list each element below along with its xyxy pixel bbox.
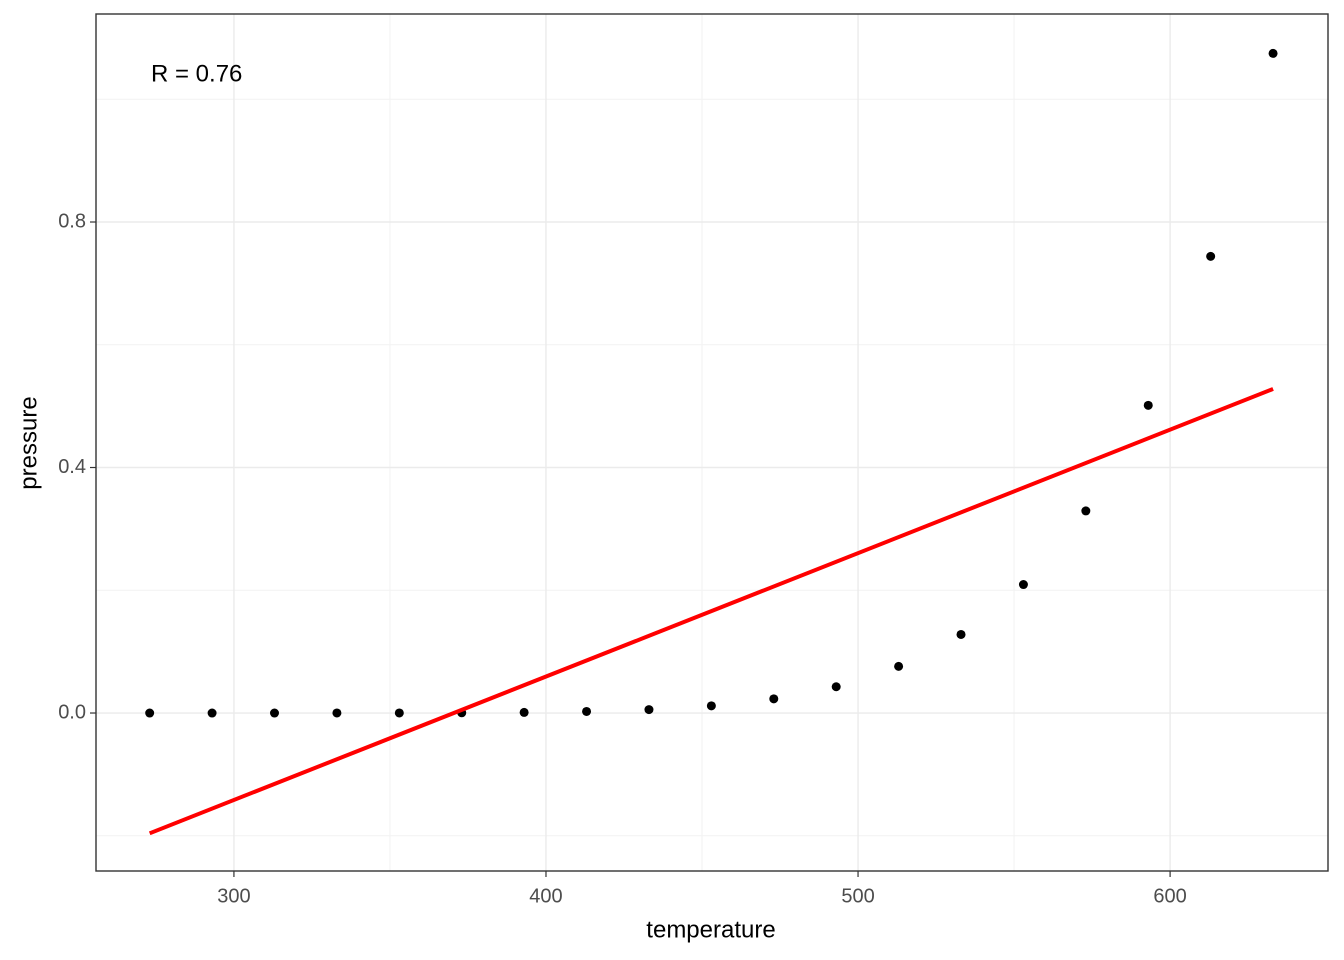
- point: [706, 701, 716, 711]
- y-tick-label: 0.8: [58, 210, 86, 232]
- point: [1081, 506, 1091, 516]
- point: [332, 708, 342, 718]
- y-axis-title: pressure: [15, 396, 42, 489]
- point: [1268, 48, 1278, 58]
- x-axis-title: temperature: [646, 916, 775, 943]
- point: [894, 661, 904, 671]
- x-tick-label: 300: [217, 885, 250, 907]
- point: [145, 708, 155, 718]
- point: [831, 682, 841, 692]
- point: [1018, 580, 1028, 590]
- y-tick-label: 0.0: [58, 701, 86, 723]
- point: [394, 708, 404, 718]
- point: [644, 705, 654, 715]
- x-tick-label: 400: [529, 885, 562, 907]
- y-tick-label: 0.4: [58, 456, 86, 478]
- point: [956, 629, 966, 639]
- fit-line: [148, 387, 1274, 836]
- point: [1143, 400, 1153, 410]
- point: [269, 708, 279, 718]
- annotation: R = 0.76: [151, 60, 242, 87]
- point: [769, 694, 779, 704]
- point: [519, 707, 529, 717]
- point: [207, 708, 217, 718]
- panel-border: [95, 13, 1329, 872]
- x-tick-label: 600: [1153, 885, 1186, 907]
- point: [582, 706, 592, 716]
- x-tick-label: 500: [841, 885, 874, 907]
- point: [1206, 251, 1216, 261]
